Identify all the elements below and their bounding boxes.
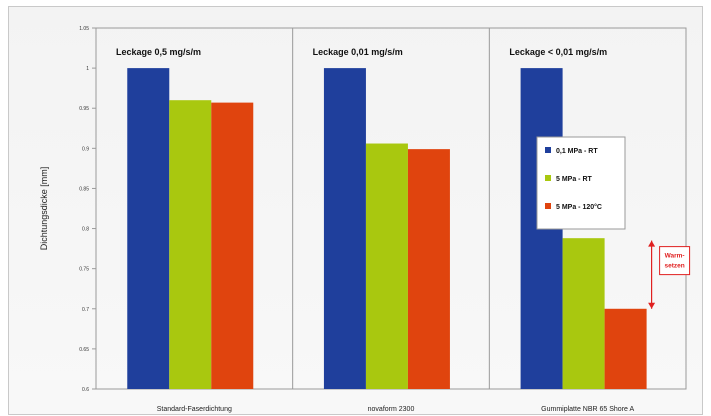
leakage-label: Leckage < 0,01 mg/s/m	[509, 47, 607, 57]
bar-3-3	[604, 308, 647, 389]
x-category-label: Standard-Faserdichtung	[157, 406, 232, 413]
y-tick-label: 0.6	[82, 387, 89, 393]
y-tick-label: 0.75	[79, 267, 89, 273]
y-tick-label: 0.9	[82, 146, 89, 152]
annotation-text: setzen	[664, 263, 684, 270]
bar-3-2	[407, 149, 450, 389]
bar-1-2	[323, 68, 366, 389]
legend-swatch	[545, 147, 551, 153]
legend-label: 5 MPa - 120°C	[556, 203, 602, 211]
chart-frame: 0.6 0.65 0.7 0.75 0.8 0.85 0.9 0.95 1 1.05 Dichtun…	[8, 6, 703, 415]
legend: 0,1 MPa - RT 5 MPa - RT 5 MPa - 120°C	[536, 136, 626, 230]
arrow-head-down	[648, 302, 656, 309]
arrow-head-up	[648, 240, 656, 247]
legend-swatch	[545, 175, 551, 181]
y-axis-label: Dichtungsdicke [mm]	[39, 167, 49, 251]
bar-chart: 0.6 0.65 0.7 0.75 0.8 0.85 0.9 0.95 1 1.05 Dichtun…	[39, 26, 691, 413]
annotation-box	[659, 246, 691, 276]
legend-box	[536, 136, 626, 230]
labels: Standard-Faserdichtung Leckage 0,5 mg/s/m…	[116, 47, 634, 413]
y-tick-label: 1.05	[79, 26, 89, 32]
bar-2-3	[562, 238, 605, 389]
bar-3-1	[211, 102, 254, 390]
annotation-text: Warm-	[665, 253, 685, 260]
bar-1-1	[127, 68, 170, 389]
bars	[127, 68, 647, 390]
legend-swatch	[545, 203, 551, 209]
y-tick-label: 0.85	[79, 186, 89, 192]
legend-label: 5 MPa - RT	[556, 176, 593, 183]
warmsetzen-annotation: Warm-setzen	[648, 240, 691, 309]
leakage-label: Leckage 0,01 mg/s/m	[313, 47, 403, 57]
bar-2-1	[169, 100, 212, 389]
x-category-label: Gummiplatte NBR 65 Shore A	[541, 406, 634, 413]
y-tick-label: 0.7	[82, 307, 89, 313]
y-tick-label: 1	[86, 66, 89, 72]
y-tick-label: 0.8	[82, 227, 89, 233]
bar-2-2	[365, 143, 408, 389]
x-category-label: novaform 2300	[368, 406, 415, 413]
y-tick-label: 0.65	[79, 347, 89, 353]
leakage-label: Leckage 0,5 mg/s/m	[116, 47, 201, 57]
legend-label: 0,1 MPa - RT	[556, 148, 598, 155]
y-tick-label: 0.95	[79, 106, 89, 112]
